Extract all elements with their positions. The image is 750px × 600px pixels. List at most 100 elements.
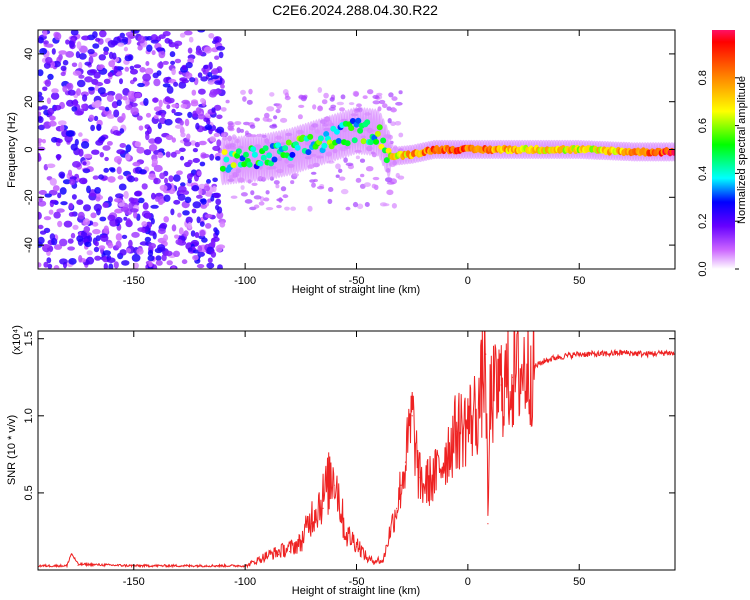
snr-data-point — [578, 353, 580, 355]
heatmap-cell — [125, 153, 131, 161]
heatmap-cell — [203, 185, 211, 192]
snr-data-point — [623, 352, 625, 354]
heatmap-cell — [144, 236, 152, 243]
heatmap-cell — [141, 183, 148, 190]
heatmap-cell — [391, 203, 397, 209]
heatmap-cell — [180, 103, 187, 109]
snr-plot-area — [38, 331, 675, 570]
heatmap-cell — [143, 98, 149, 106]
heatmap-cell — [38, 190, 47, 195]
heatmap-cell — [107, 242, 114, 249]
heatmap-cell — [167, 97, 175, 104]
snr-data-point — [411, 415, 413, 417]
heatmap-cell — [59, 258, 68, 265]
snr-data-point — [344, 538, 346, 540]
heatmap-cell — [46, 163, 56, 169]
heatmap-cell — [51, 88, 59, 94]
heatmap-cell — [144, 81, 150, 86]
heatmap-cell — [243, 151, 249, 158]
heatmap-cell — [386, 189, 394, 196]
heatmap-cell — [159, 172, 166, 180]
heatmap-cell — [204, 124, 213, 131]
heatmap-cell — [116, 99, 122, 107]
heatmap-cell — [115, 240, 122, 249]
heatmap-cell — [367, 139, 374, 146]
heatmap-cell — [250, 146, 257, 153]
heatmap-cell — [69, 40, 75, 48]
heatmap-cell — [145, 61, 150, 66]
heatmap-cell — [253, 204, 260, 209]
heatmap-cell — [71, 194, 77, 200]
heatmap-cell — [66, 83, 72, 89]
heatmap-cell — [394, 121, 402, 126]
heatmap-cell — [209, 153, 215, 161]
heatmap-cell — [216, 211, 224, 220]
heatmap-cell — [181, 64, 187, 71]
heatmap-cell — [56, 154, 61, 161]
heatmap-cell — [240, 192, 248, 197]
heatmap-cell — [171, 68, 176, 76]
heatmap-cell — [196, 216, 201, 224]
snr-data-point — [511, 376, 513, 378]
heatmap-cell — [147, 255, 155, 262]
heatmap-cell — [137, 197, 145, 204]
heatmap-cell — [126, 218, 131, 225]
heatmap-cell — [52, 185, 60, 192]
heatmap-cell — [98, 174, 104, 180]
snr-data-point — [277, 554, 280, 556]
heatmap-cell — [115, 93, 123, 101]
heatmap-cell — [373, 138, 380, 145]
snr-data-point — [645, 353, 647, 355]
heatmap-cell — [340, 94, 346, 100]
heatmap-cell — [78, 148, 84, 157]
heatmap-cell — [374, 130, 381, 137]
snr-data-point — [556, 356, 558, 358]
heatmap-cell — [58, 50, 67, 55]
heatmap-cell — [132, 161, 141, 167]
heatmap-cell — [195, 107, 202, 115]
heatmap-cell — [123, 216, 128, 221]
heatmap-cell — [57, 192, 62, 199]
heatmap-cell — [344, 140, 351, 147]
heatmap-cell — [165, 134, 174, 141]
heatmap-cell — [148, 242, 157, 249]
snr-data-point — [77, 564, 79, 567]
heatmap-cell — [336, 101, 344, 106]
heatmap-cell — [44, 193, 52, 198]
heatmap-cell — [203, 46, 212, 54]
snr-data-point — [489, 399, 491, 401]
heatmap-cell — [161, 254, 167, 262]
heatmap-cell — [97, 87, 106, 95]
heatmap-cell — [262, 116, 270, 122]
heatmap-cell — [84, 76, 93, 83]
snr-data-point — [373, 561, 375, 563]
heatmap-cell — [113, 156, 123, 163]
heatmap-cell — [63, 220, 73, 228]
heatmap-cell — [198, 187, 203, 196]
heatmap-cell — [365, 166, 374, 172]
snr-data-point — [467, 422, 469, 425]
heatmap-cell — [60, 71, 66, 77]
heatmap-cell — [199, 221, 205, 227]
snr-data-point — [404, 461, 407, 463]
colorbar-ticks: 0.0 0.2 0.4 0.6 0.8 — [697, 70, 739, 277]
heatmap-cell — [86, 250, 93, 256]
heatmap-cell — [151, 192, 156, 200]
snr-data-point — [522, 368, 525, 371]
heatmap-cell — [199, 229, 206, 237]
heatmap-cell — [139, 169, 147, 175]
heatmap-cell — [174, 58, 182, 64]
heatmap-cell — [90, 124, 95, 132]
colorbar: 0.0 0.2 0.4 0.6 0.8 Normalized spectral ampl… — [697, 30, 748, 277]
heatmap-cell — [273, 115, 278, 120]
heatmap-cell — [98, 245, 106, 250]
heatmap-cell — [191, 185, 200, 192]
heatmap-cell — [100, 234, 109, 242]
colorbar-tick-label: 0.2 — [697, 214, 709, 229]
y-tick-label: 20 — [23, 96, 35, 108]
heatmap-cell — [323, 131, 330, 137]
heatmap-cell — [217, 264, 223, 269]
heatmap-cell — [58, 171, 66, 179]
heatmap-cell — [99, 152, 105, 158]
heatmap-cell — [213, 88, 222, 95]
